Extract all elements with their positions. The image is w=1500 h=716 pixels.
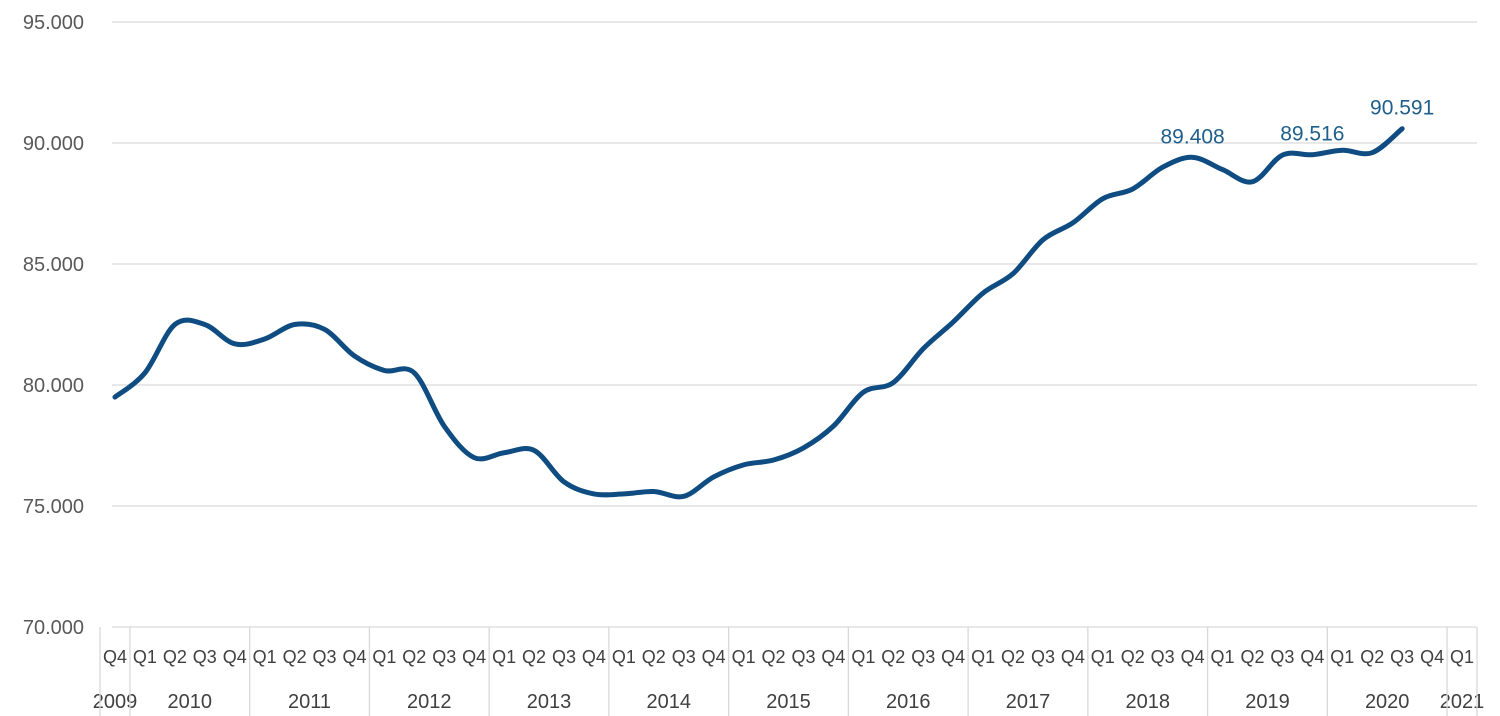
x-tick-label: Q4 (1300, 647, 1324, 667)
x-tick-label: Q3 (432, 647, 456, 667)
x-tick-label: Q1 (1211, 647, 1235, 667)
x-tick-label: Q1 (1450, 647, 1474, 667)
x-tick-label: Q4 (103, 647, 127, 667)
x-year-label: 2013 (527, 691, 572, 713)
data-label: 89.408 (1161, 125, 1225, 148)
y-tick-label: 70.000 (23, 617, 84, 639)
x-tick-label: Q3 (1270, 647, 1294, 667)
x-tick-label: Q1 (732, 647, 756, 667)
x-tick-label: Q1 (492, 647, 516, 667)
x-year-label: 2017 (1006, 691, 1051, 713)
data-label: 90.591 (1370, 97, 1434, 120)
x-year-label: 2019 (1245, 691, 1290, 713)
x-tick-label: Q3 (193, 647, 217, 667)
y-tick-label: 85.000 (23, 254, 84, 276)
x-tick-label: Q1 (133, 647, 157, 667)
x-axis: Q4 Q1 Q2 Q3 Q4 Q1 Q2 Q3 Q4 Q1 Q2 Q3 Q4 Q1 Q2 Q3 Q4 Q1 Q2 Q3… (93, 627, 1485, 716)
x-tick-label: Q3 (1390, 647, 1414, 667)
x-year-label: 2010 (168, 691, 213, 713)
x-tick-label: Q2 (402, 647, 426, 667)
x-tick-label: Q4 (462, 647, 486, 667)
x-year-label: 2011 (288, 691, 331, 713)
x-tick-label: Q3 (313, 647, 337, 667)
x-tick-label: Q1 (372, 647, 396, 667)
x-tick-label: Q1 (1091, 647, 1115, 667)
x-tick-label: Q2 (1240, 647, 1264, 667)
x-year-label: 2016 (886, 691, 931, 713)
x-tick-label: Q3 (791, 647, 815, 667)
gridlines (112, 21, 1477, 628)
x-tick-label: Q2 (1360, 647, 1384, 667)
x-tick-label: Q2 (642, 647, 666, 667)
y-tick-label: 80.000 (23, 375, 84, 397)
x-tick-label: Q2 (1001, 647, 1025, 667)
x-tick-label: Q2 (283, 647, 307, 667)
x-tick-label: Q2 (881, 647, 905, 667)
x-tick-label: Q1 (971, 647, 995, 667)
x-year-label: 2018 (1125, 691, 1170, 713)
x-tick-label: Q3 (1031, 647, 1055, 667)
series-line (112, 126, 1405, 500)
x-tick-label: Q2 (522, 647, 546, 667)
data-label: 89.516 (1280, 123, 1344, 146)
x-tick-label: Q4 (1181, 647, 1205, 667)
x-tick-label: Q3 (911, 647, 935, 667)
x-tick-label: Q4 (342, 647, 366, 667)
x-year-label: 2012 (407, 691, 452, 713)
x-year-label: 2021 (1440, 691, 1485, 713)
x-tick-label: Q2 (163, 647, 187, 667)
x-tick-label: Q4 (223, 647, 247, 667)
y-tick-label: 95.000 (23, 12, 84, 34)
x-year-label: 2015 (766, 691, 811, 713)
y-axis-ticks: 70.000 75.000 80.000 85.000 90.000 95.000 (23, 12, 84, 639)
x-tick-label: Q4 (941, 647, 965, 667)
x-tick-label: Q4 (1420, 647, 1444, 667)
x-tick-label: Q3 (552, 647, 576, 667)
x-tick-label: Q1 (612, 647, 636, 667)
x-tick-label: Q1 (851, 647, 875, 667)
x-tick-label: Q1 (1330, 647, 1354, 667)
x-tick-label: Q4 (821, 647, 845, 667)
y-tick-label: 75.000 (23, 496, 84, 518)
x-tick-label: Q2 (762, 647, 786, 667)
x-year-label: 2020 (1365, 691, 1410, 713)
x-tick-label: Q2 (1121, 647, 1145, 667)
x-tick-label: Q4 (582, 647, 606, 667)
x-year-label: 2014 (647, 691, 692, 713)
x-tick-label: Q3 (1151, 647, 1175, 667)
data-labels: 89.408 89.516 90.591 (1161, 97, 1435, 149)
x-tick-label: Q3 (672, 647, 696, 667)
x-tick-label: Q4 (702, 647, 726, 667)
x-year-label: 2009 (93, 691, 138, 713)
x-tick-label: Q4 (1061, 647, 1085, 667)
y-tick-label: 90.000 (23, 133, 84, 155)
x-tick-label: Q1 (253, 647, 277, 667)
